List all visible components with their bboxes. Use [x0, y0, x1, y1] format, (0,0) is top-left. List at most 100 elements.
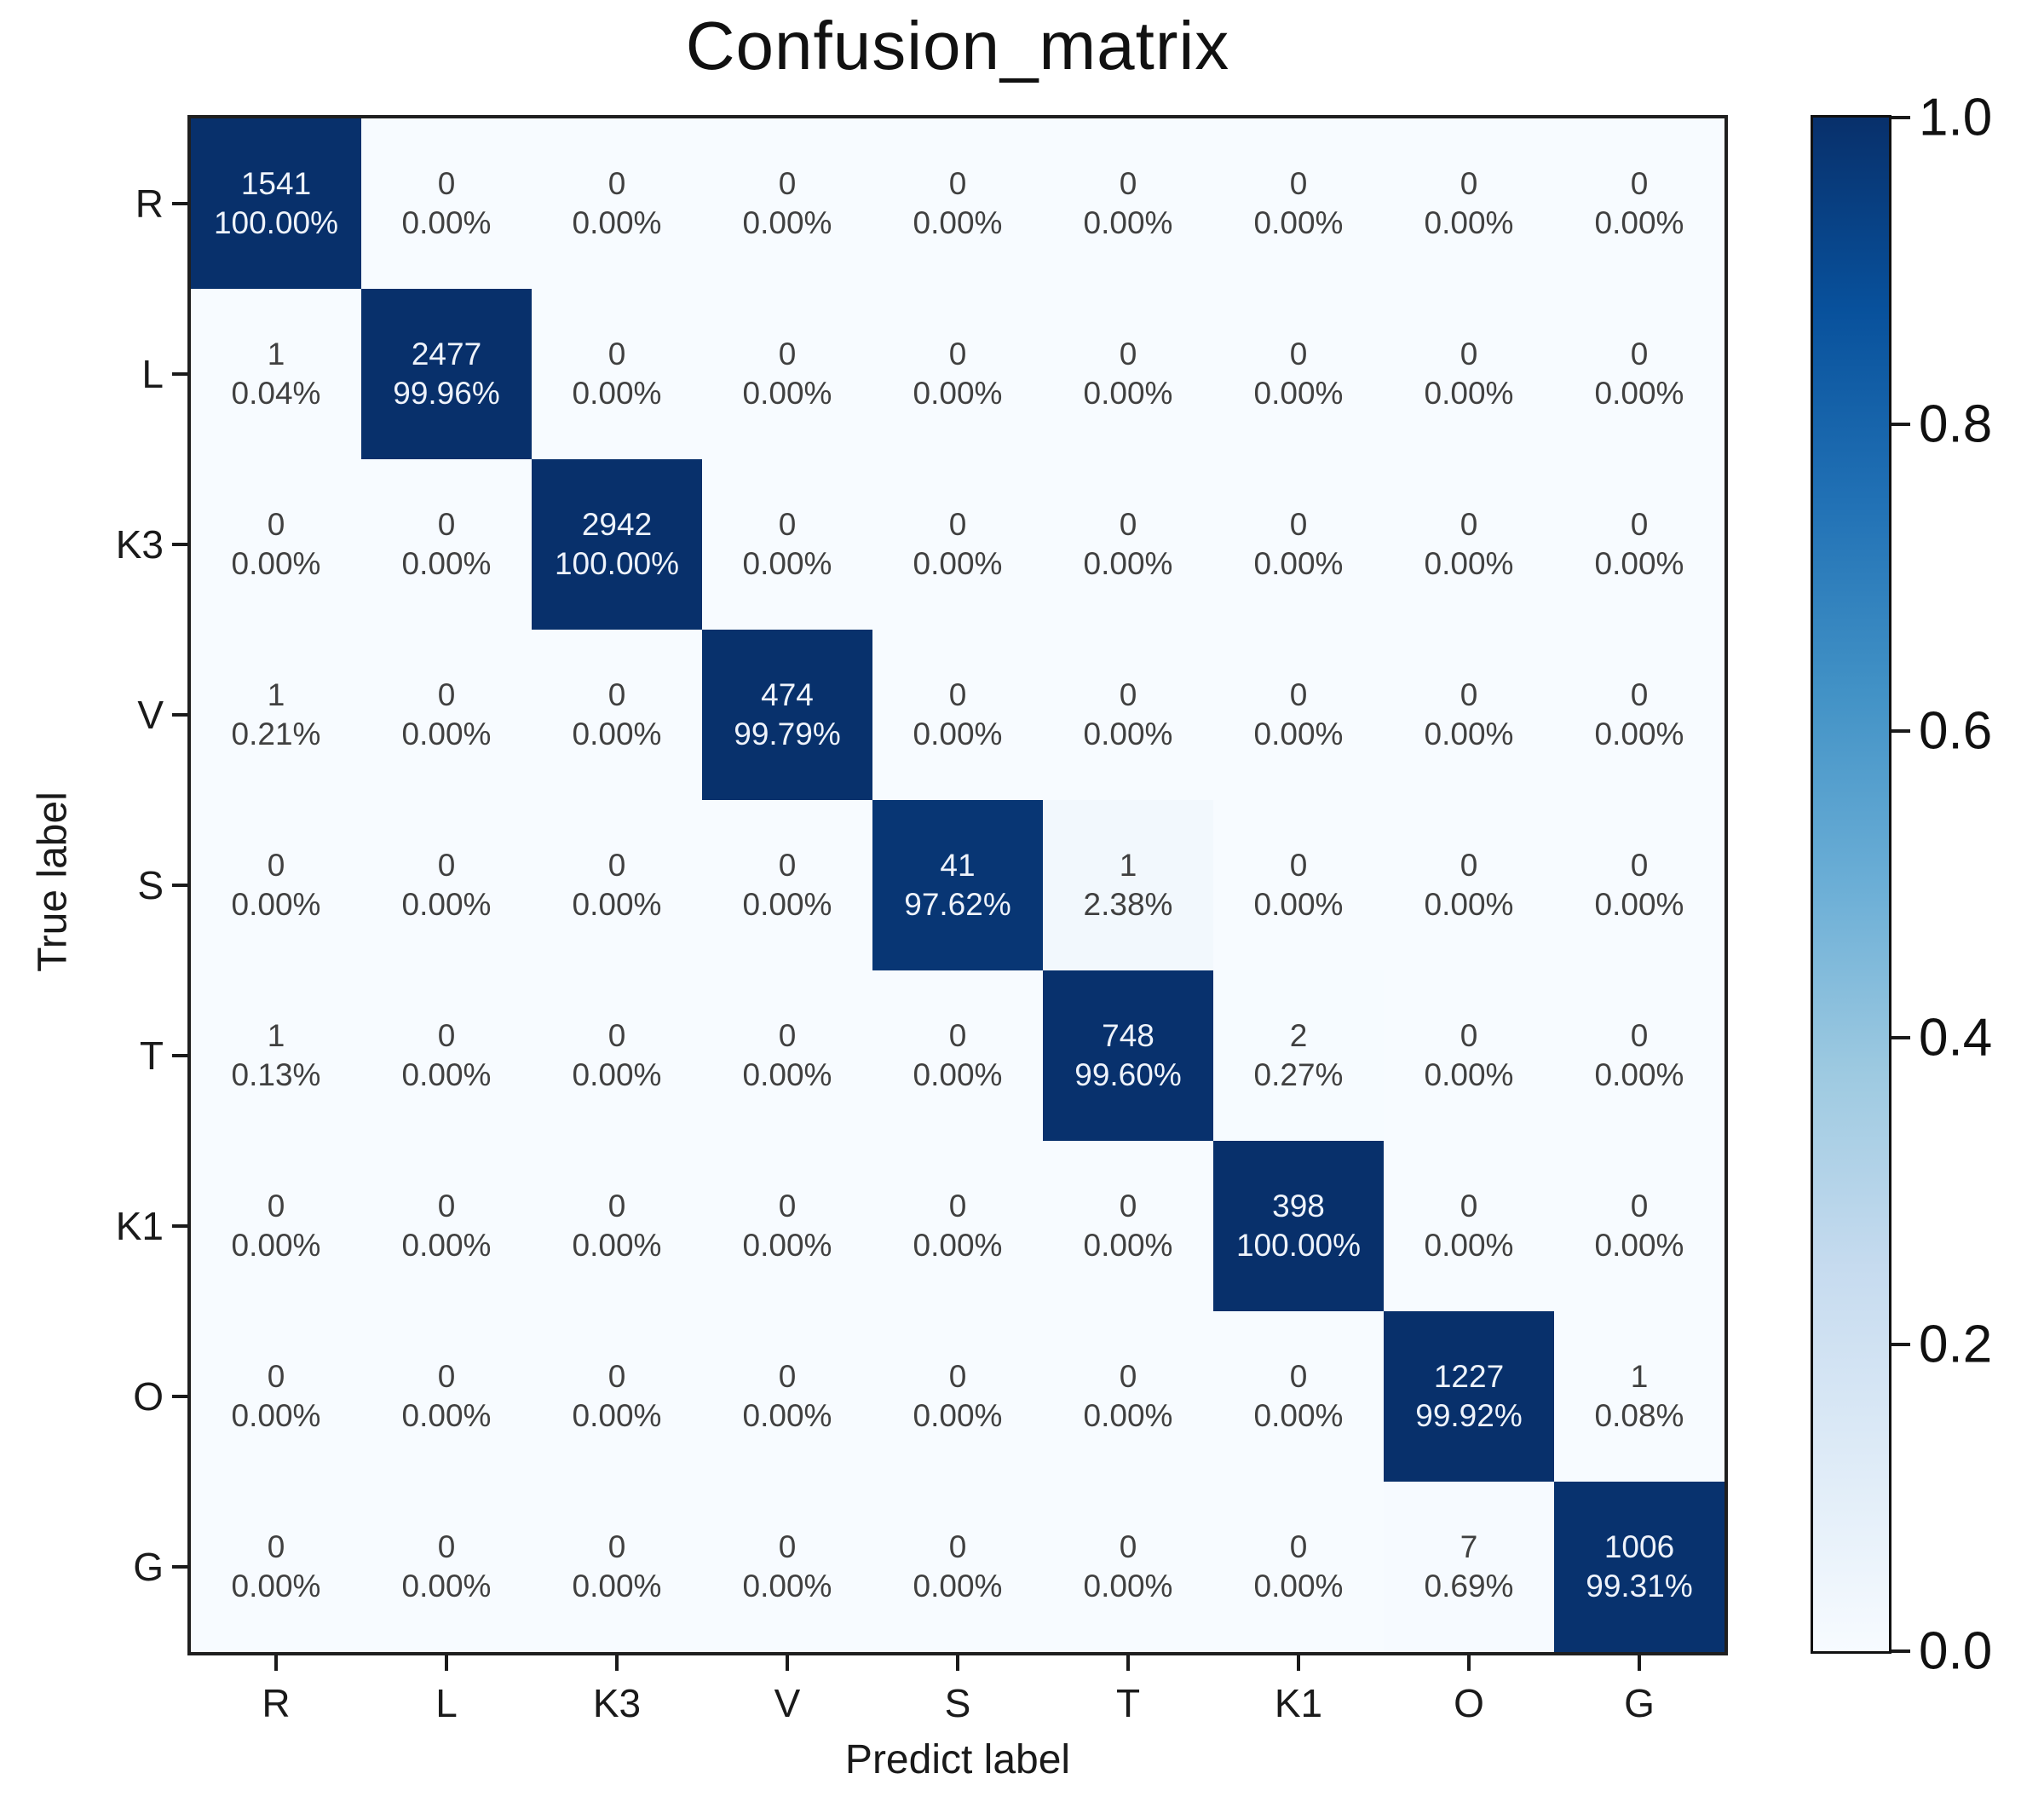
cell-percent: 0.00% — [742, 376, 832, 411]
cell-count: 0 — [778, 848, 797, 883]
matrix-cell: 0 0.00% — [702, 970, 872, 1141]
cell-percent: 0.00% — [231, 1228, 321, 1263]
cell-count: 398 — [1272, 1189, 1325, 1223]
matrix-cell: 0 0.00% — [361, 800, 532, 970]
matrix-cell: 0 0.00% — [702, 1141, 872, 1311]
heatmap-grid: 1541 100.00% 0 0.00% 0 0.00% 0 0.00% 0 0.00% 0 0.00… — [187, 115, 1728, 1655]
matrix-cell: 0 0.00% — [1554, 970, 1724, 1141]
matrix-cell: 0 0.00% — [532, 630, 702, 800]
colorbar-tick-label: 0.6 — [1919, 701, 1993, 761]
cell-count: 0 — [1460, 1018, 1478, 1053]
cell-count: 0 — [1289, 1359, 1308, 1394]
cell-percent: 0.00% — [1083, 376, 1173, 411]
cell-percent: 0.00% — [231, 546, 321, 581]
matrix-cell: 0 0.00% — [1384, 118, 1554, 289]
matrix-cell: 0 0.00% — [191, 459, 361, 630]
matrix-cell: 1 0.08% — [1554, 1311, 1724, 1482]
cell-percent: 0.00% — [913, 1228, 1003, 1263]
cell-count: 0 — [437, 848, 456, 883]
cell-count: 0 — [1119, 677, 1137, 712]
cell-count: 41 — [940, 848, 976, 883]
colorbar-tick-mark — [1891, 423, 1910, 426]
matrix-cell: 0 0.00% — [1213, 1311, 1384, 1482]
x-tick-label: G — [1624, 1681, 1655, 1725]
cell-percent: 0.08% — [1594, 1398, 1684, 1433]
tick-mark — [172, 1395, 187, 1398]
matrix-cell: 0 0.00% — [1554, 118, 1724, 289]
cell-percent: 0.00% — [1594, 887, 1684, 922]
y-tick-label: O — [133, 1374, 164, 1419]
matrix-cell: 0 0.00% — [1213, 118, 1384, 289]
tick-mark — [172, 372, 187, 376]
cell-percent: 0.00% — [1594, 1228, 1684, 1263]
cell-percent: 0.27% — [1253, 1057, 1344, 1092]
tick-mark — [172, 1224, 187, 1228]
matrix-cell: 398 100.00% — [1213, 1141, 1384, 1311]
cell-percent: 0.00% — [1424, 1057, 1514, 1092]
cell-count: 0 — [1119, 1529, 1137, 1564]
x-tick-label: T — [1115, 1681, 1141, 1725]
chart-title: Confusion_matrix — [685, 8, 1230, 83]
cell-percent: 0.13% — [231, 1057, 321, 1092]
matrix-cell: 0 0.00% — [1043, 118, 1213, 289]
tick-mark — [1467, 1655, 1471, 1671]
cell-percent: 0.00% — [913, 1398, 1003, 1433]
matrix-cell: 0 0.00% — [1384, 800, 1554, 970]
cell-count: 0 — [437, 1189, 456, 1223]
matrix-cell: 0 0.00% — [532, 1482, 702, 1652]
tick-mark — [1297, 1655, 1300, 1671]
matrix-cell: 0 0.00% — [361, 1311, 532, 1482]
matrix-cell: 0 0.00% — [1554, 800, 1724, 970]
cell-percent: 0.00% — [742, 1569, 832, 1603]
cell-percent: 0.00% — [572, 1228, 662, 1263]
cell-count: 0 — [1630, 337, 1649, 371]
matrix-cell: 0 0.00% — [361, 1141, 532, 1311]
cell-percent: 99.79% — [734, 717, 841, 751]
cell-percent: 0.00% — [1424, 546, 1514, 581]
cell-count: 0 — [1460, 1189, 1478, 1223]
cell-count: 0 — [778, 507, 797, 542]
matrix-cell: 0 0.00% — [1213, 1482, 1384, 1652]
matrix-cell: 1006 99.31% — [1554, 1482, 1724, 1652]
cell-count: 0 — [948, 1018, 967, 1053]
cell-percent: 0.00% — [913, 205, 1003, 240]
colorbar-tick-label: 0.4 — [1919, 1008, 1993, 1068]
matrix-cell: 0 0.00% — [872, 630, 1043, 800]
x-tick-label: L — [435, 1681, 458, 1725]
cell-percent: 0.00% — [401, 887, 492, 922]
colorbar-tick-mark — [1891, 729, 1910, 733]
cell-count: 0 — [948, 1359, 967, 1394]
cell-percent: 0.00% — [1594, 205, 1684, 240]
matrix-cell: 0 0.00% — [361, 1482, 532, 1652]
tick-mark — [1126, 1655, 1130, 1671]
cell-count: 0 — [1289, 337, 1308, 371]
cell-count: 0 — [778, 1189, 797, 1223]
x-tick-label: V — [774, 1681, 801, 1725]
tick-mark — [172, 202, 187, 205]
matrix-cell: 2942 100.00% — [532, 459, 702, 630]
matrix-cell: 0 0.00% — [872, 289, 1043, 459]
cell-count: 0 — [1630, 1018, 1649, 1053]
matrix-cell: 0 0.00% — [1043, 1482, 1213, 1652]
cell-count: 0 — [778, 1359, 797, 1394]
cell-count: 0 — [1630, 1189, 1649, 1223]
colorbar-tick-mark — [1891, 1343, 1910, 1346]
cell-count: 0 — [948, 1529, 967, 1564]
y-tick-label: K1 — [115, 1204, 164, 1248]
y-tick-label: K3 — [115, 522, 164, 567]
matrix-cell: 7 0.69% — [1384, 1482, 1554, 1652]
cell-count: 0 — [437, 166, 456, 201]
cell-percent: 0.00% — [572, 205, 662, 240]
cell-count: 0 — [607, 677, 626, 712]
cell-count: 2 — [1289, 1018, 1308, 1053]
matrix-cell: 0 0.00% — [1213, 459, 1384, 630]
cell-count: 0 — [778, 166, 797, 201]
matrix-cell: 0 0.00% — [1213, 630, 1384, 800]
cell-percent: 0.00% — [1083, 1228, 1173, 1263]
x-axis-label: Predict label — [844, 1737, 1071, 1782]
cell-percent: 100.00% — [1235, 1228, 1362, 1263]
tick-mark — [956, 1655, 959, 1671]
cell-count: 0 — [1289, 166, 1308, 201]
cell-percent: 0.00% — [913, 376, 1003, 411]
matrix-cell: 0 0.00% — [1213, 800, 1384, 970]
